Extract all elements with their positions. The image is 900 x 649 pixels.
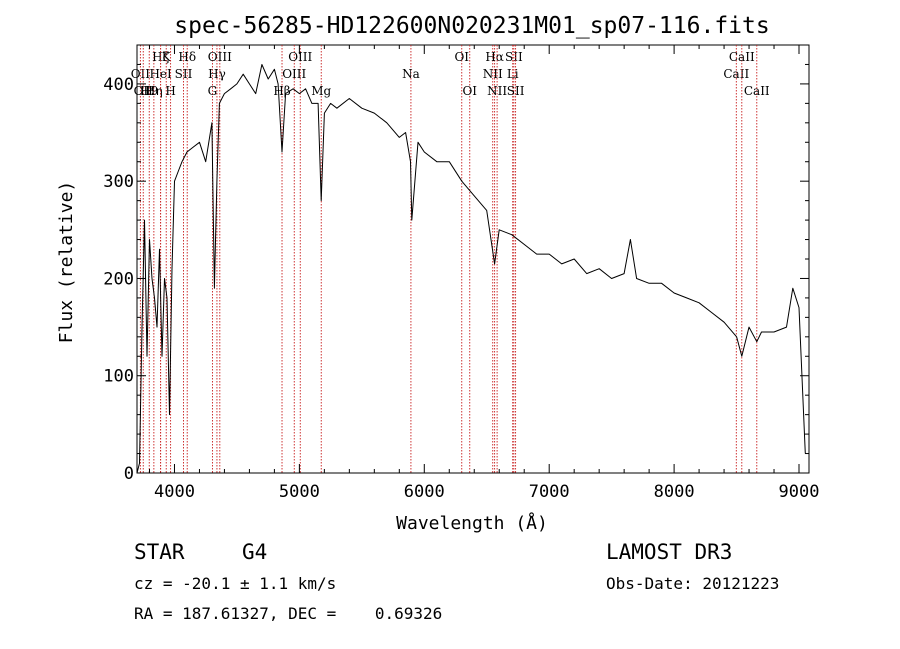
marker-label-0: OII — [131, 67, 151, 81]
marker-label-18: OI — [454, 50, 469, 64]
marker-label-9: Hδ — [178, 50, 196, 64]
marker-label-26: CaII — [723, 67, 749, 81]
y-axis-label: Flux (relative) — [56, 181, 77, 344]
survey-name: LAMOST DR3 — [606, 540, 733, 564]
marker-label-17: Na — [402, 67, 420, 81]
redshift-info: cz = -20.1 ± 1.1 km/s — [134, 574, 337, 593]
x-tick-label: 8000 — [654, 482, 695, 502]
marker-label-6: K — [162, 50, 172, 64]
y-tick-label: 100 — [103, 367, 134, 387]
marker-label-20: NII — [483, 67, 503, 81]
spectral-line-markers: OIIOIIH9HηHζHeIKHSIIHδGHγOIIIHβOIIIOIIIM… — [131, 45, 770, 473]
x-axis-ticks: 4000 5000 6000 7000 8000 9000 — [148, 45, 820, 502]
coordinates: RA = 187.61327, DEC = 0.69326 — [134, 604, 443, 623]
marker-label-13: Hβ — [273, 84, 290, 98]
y-axis-ticks: 0 100 200 300 400 — [103, 44, 809, 484]
marker-label-22: NII — [487, 84, 507, 98]
marker-label-12: OIII — [208, 50, 232, 64]
marker-label-25: SII — [507, 84, 525, 98]
y-tick-label: 0 — [124, 464, 134, 484]
marker-label-1: OII — [134, 84, 154, 98]
marker-label-28: CaII — [744, 84, 770, 98]
x-tick-label: 4000 — [154, 482, 195, 502]
marker-label-23: Li — [507, 67, 519, 81]
obs-date: Obs-Date: 20121223 — [606, 574, 780, 593]
y-tick-label: 200 — [103, 269, 134, 289]
x-tick-label: 7000 — [529, 482, 570, 502]
marker-label-16: Mg — [311, 84, 331, 98]
spectrum-line-0 — [136, 64, 806, 474]
marker-label-10: G — [208, 84, 218, 98]
marker-label-11: Hγ — [208, 67, 226, 81]
marker-label-15: OIII — [288, 50, 312, 64]
marker-label-5: HeI — [149, 67, 172, 81]
marker-label-19: OI — [462, 84, 477, 98]
marker-label-7: H — [165, 84, 175, 98]
y-tick-label: 300 — [103, 172, 134, 192]
x-tick-label: 5000 — [279, 482, 320, 502]
marker-label-8: SII — [175, 67, 193, 81]
object-class: STAR — [134, 540, 185, 564]
x-tick-label: 6000 — [404, 482, 445, 502]
y-tick-label: 400 — [103, 75, 134, 95]
x-tick-label: 9000 — [779, 482, 820, 502]
marker-label-24: SII — [505, 50, 523, 64]
object-subclass: G4 — [242, 540, 268, 564]
x-axis-label: Wavelength (Å) — [396, 512, 548, 534]
marker-label-3: Hη — [145, 84, 163, 98]
spectrum-series — [136, 64, 806, 474]
chart-title: spec-56285-HD122600N020231M01_sp07-116.f… — [174, 13, 769, 39]
marker-label-27: CaII — [729, 50, 755, 64]
marker-label-21: Hα — [485, 50, 504, 64]
marker-label-14: OIII — [282, 67, 306, 81]
